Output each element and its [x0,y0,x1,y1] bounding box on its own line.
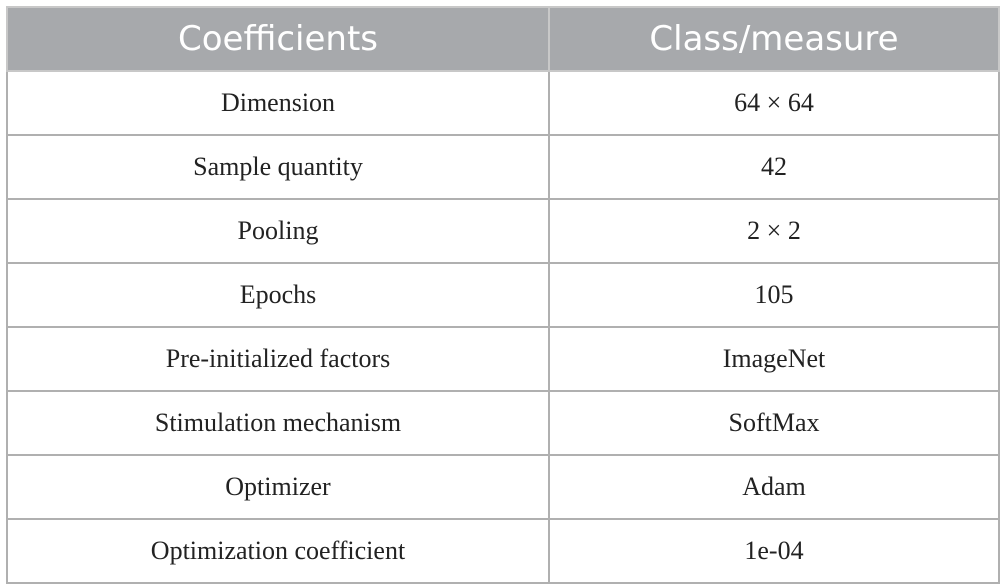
cell: 1e-04 [548,518,1000,584]
row: Optimization coefficient 1e-04 [6,518,1000,584]
table: Coefficients Class/measure Dimension 64 × … [6,6,1000,584]
header-row: Coefficients Class/measure [6,6,1000,72]
row: Stimulation mechanism SoftMax [6,390,1000,456]
cell: Optimizer [6,454,550,520]
row: Sample quantity 42 [6,134,1000,200]
cell: Epochs [6,262,550,328]
row: Pre-initialized factors ImageNet [6,326,1000,392]
cell: SoftMax [548,390,1000,456]
header-cell: Class/measure [548,6,1000,72]
cell: ImageNet [548,326,1000,392]
cell: Adam [548,454,1000,520]
row: Dimension 64 × 64 [6,70,1000,136]
cell: 42 [548,134,1000,200]
cell: Dimension [6,70,550,136]
cell: 2 × 2 [548,198,1000,264]
row: Optimizer Adam [6,454,1000,520]
cell: 105 [548,262,1000,328]
cell: Sample quantity [6,134,550,200]
cell: Pre-initialized factors [6,326,550,392]
row: Epochs 105 [6,262,1000,328]
table-body: Dimension 64 × 64 Sample quantity 42 Pooling… [6,70,1000,584]
cell: Optimization coefficient [6,518,550,584]
row: Pooling 2 × 2 [6,198,1000,264]
cell: Pooling [6,198,550,264]
cell: 64 × 64 [548,70,1000,136]
cell: Stimulation mechanism [6,390,550,456]
header-cell: Coefficients [6,6,550,72]
